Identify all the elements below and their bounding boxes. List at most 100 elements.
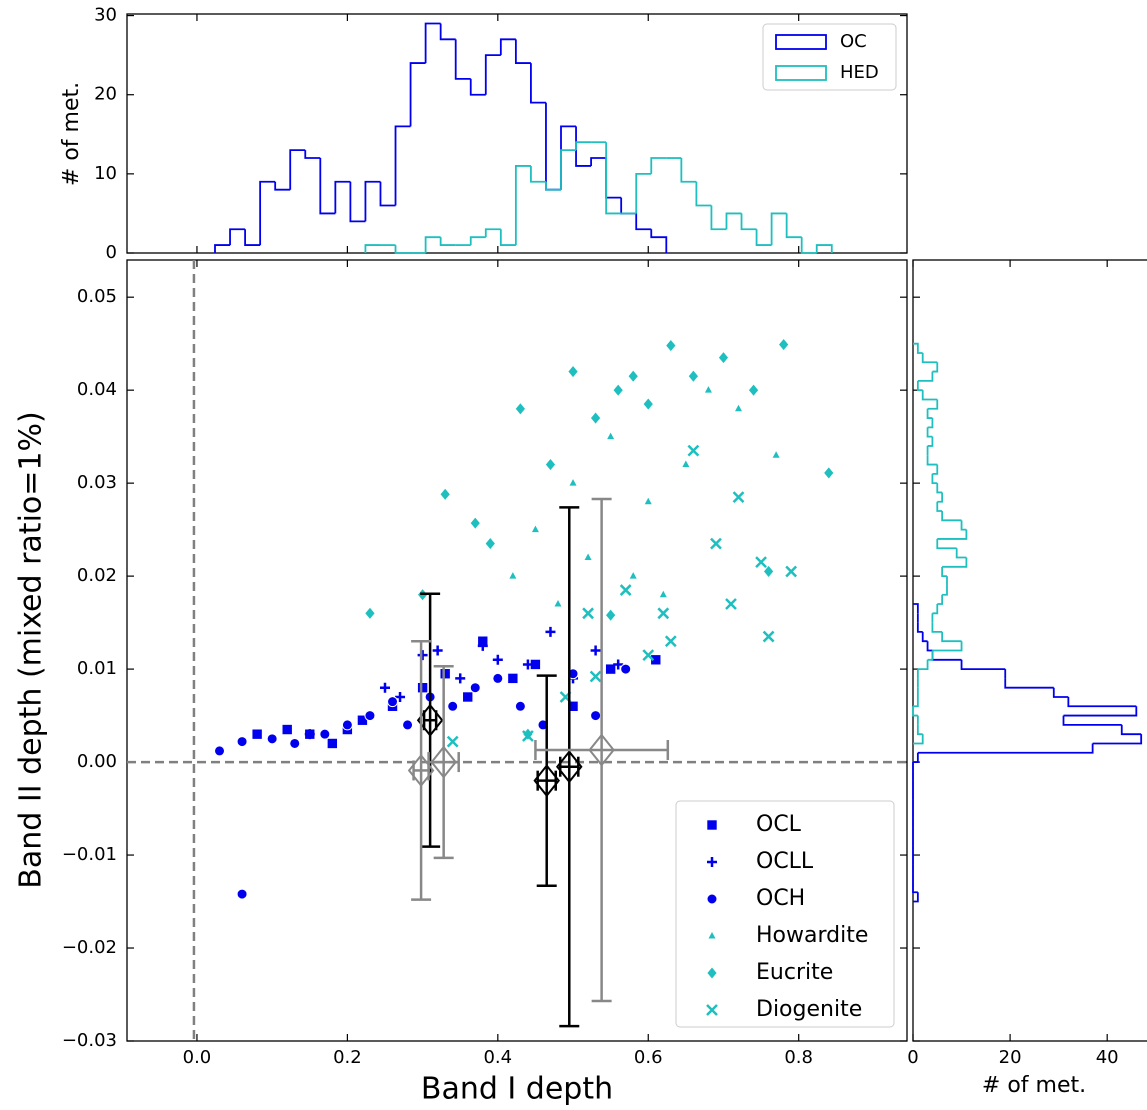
hist-bin (916, 380, 923, 392)
y-tick-label: 0.03 (77, 472, 117, 493)
point (762, 630, 775, 643)
hist-bin (960, 659, 1006, 670)
hist-bin (409, 62, 426, 127)
hist-bin (770, 212, 787, 246)
point (657, 607, 670, 620)
hist-bin (937, 492, 944, 503)
hist-bin (484, 228, 501, 238)
hist-bin (650, 229, 668, 253)
hist-bin (680, 158, 697, 183)
point (531, 525, 539, 533)
point (823, 466, 835, 480)
hist-bin (913, 696, 919, 708)
hist-bin (913, 752, 919, 763)
point (644, 497, 652, 505)
hist-bin (755, 229, 772, 246)
hist-bin (1062, 715, 1122, 726)
legend-label: OCH (756, 886, 805, 911)
point (447, 700, 459, 712)
hist-bin (916, 622, 923, 633)
hist-bin (469, 78, 486, 96)
hist-bin (912, 706, 918, 717)
hist-bin (913, 342, 923, 354)
point (492, 654, 503, 665)
hist-bin (605, 142, 622, 215)
hist-bin (575, 126, 592, 167)
hist-bin (560, 125, 577, 190)
point (785, 565, 798, 578)
hist-bin (635, 213, 652, 231)
hist-bin (932, 641, 963, 652)
hist-bin (379, 181, 396, 207)
y-tick-label: 0.05 (77, 286, 117, 307)
point (732, 491, 745, 503)
main-frame (126, 259, 908, 1042)
hist-bin (274, 181, 291, 191)
hist-bin (499, 229, 516, 246)
point (629, 572, 637, 579)
hist-bin (439, 23, 456, 41)
hist-bin (364, 244, 381, 253)
point (522, 730, 534, 742)
y-tick-label: 30 (94, 5, 117, 26)
hist-bin (530, 165, 546, 183)
legend-label: Diogenite (756, 997, 862, 1022)
hist-bin (926, 641, 933, 652)
point (402, 719, 414, 731)
hist-bin (484, 54, 501, 95)
point (584, 553, 592, 561)
point (304, 729, 315, 740)
point (682, 460, 690, 468)
x-tick-label: 40 (1096, 1047, 1119, 1068)
legend-patch (775, 34, 827, 50)
legend-box (762, 23, 897, 91)
y-tick-label: −0.02 (62, 937, 117, 958)
y-tick-label: 0.02 (77, 565, 117, 586)
y-tick-label: 0 (106, 242, 117, 263)
point (735, 404, 743, 412)
hist-bin (916, 724, 923, 736)
hist-bin (921, 390, 938, 401)
legend-marker (707, 857, 717, 867)
legend-label: Howardite (756, 923, 868, 948)
error-center (533, 764, 560, 798)
hist-bin (545, 102, 562, 191)
point (251, 728, 263, 740)
hist-bin (575, 141, 592, 151)
hist-bin (740, 213, 757, 231)
point (387, 696, 399, 708)
point (642, 649, 655, 662)
hist-bin (289, 149, 306, 190)
point (650, 654, 662, 666)
hist-bin (941, 511, 962, 522)
error-center (430, 745, 457, 779)
hist-bin (319, 158, 336, 215)
hist-bin (917, 371, 934, 382)
point (664, 635, 677, 648)
point (446, 735, 459, 748)
hist-bin (941, 631, 962, 643)
legend-label: HED (840, 62, 879, 83)
hist-bin (937, 594, 944, 605)
hist-bin (932, 362, 939, 373)
top-ylabel: # of met. (59, 82, 84, 186)
legend-marker (706, 966, 718, 980)
point (514, 700, 526, 712)
point (492, 672, 504, 684)
hist-bin (917, 743, 1094, 754)
point (665, 339, 677, 353)
point (627, 369, 639, 383)
hist-bin (229, 228, 246, 246)
hist-bin (936, 483, 943, 494)
hist-bin (931, 622, 943, 633)
y-tick-label: 0.00 (77, 751, 117, 772)
error-center (555, 750, 583, 784)
hist-bin (927, 436, 934, 447)
hist-bin (921, 352, 938, 364)
point (687, 444, 700, 457)
hist-bin (304, 150, 321, 159)
point (763, 565, 774, 578)
hist-bin (815, 244, 833, 253)
hist-bin (334, 180, 351, 214)
